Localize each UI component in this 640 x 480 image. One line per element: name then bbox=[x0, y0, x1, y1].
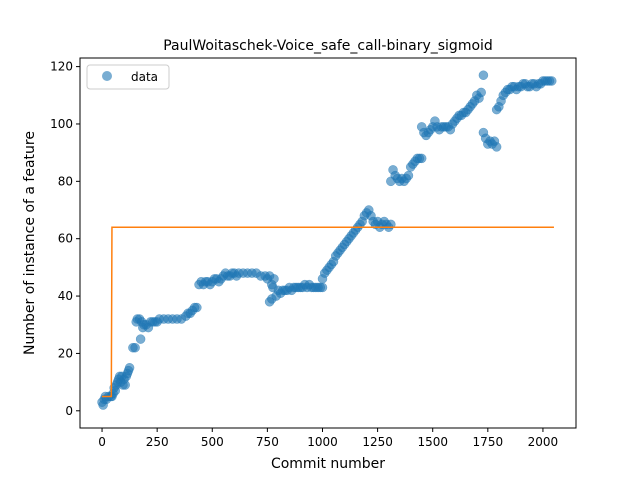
data-point bbox=[491, 142, 502, 152]
data-point bbox=[120, 380, 130, 390]
data-point bbox=[403, 170, 414, 181]
data-point bbox=[192, 302, 202, 313]
data-point bbox=[478, 70, 489, 80]
chart-title: PaulWoitaschek-Voice_safe_call-binary_si… bbox=[163, 38, 493, 54]
data-point bbox=[317, 282, 328, 293]
data-point bbox=[135, 334, 146, 344]
y-tick-label: 20 bbox=[58, 346, 73, 360]
x-tick-label: 1750 bbox=[473, 435, 504, 449]
legend-marker-data bbox=[102, 71, 112, 81]
y-tick-label: 80 bbox=[58, 174, 73, 188]
legend: data bbox=[86, 64, 170, 90]
data-point bbox=[416, 153, 427, 164]
legend-label-data: data bbox=[131, 70, 158, 84]
x-axis: 0 250 500 750 1000 1250 1500 1750 2000 bbox=[98, 428, 558, 449]
x-tick-label: 250 bbox=[146, 435, 169, 449]
x-tick-label: 0 bbox=[98, 435, 106, 449]
x-tick-label: 2000 bbox=[528, 435, 559, 449]
data-point bbox=[476, 87, 486, 98]
x-tick-label: 1000 bbox=[307, 435, 338, 449]
axes-frame bbox=[79, 57, 577, 429]
series-layer bbox=[97, 70, 557, 410]
data-point bbox=[269, 274, 279, 284]
data-point bbox=[124, 363, 135, 373]
y-axis: 0 20 40 60 80 100 120 bbox=[50, 60, 80, 418]
y-axis-label: Number of instance of a feature bbox=[22, 131, 38, 355]
x-tick-label: 500 bbox=[201, 435, 224, 449]
x-tick-label: 1500 bbox=[417, 435, 448, 449]
x-tick-label: 1250 bbox=[362, 435, 393, 449]
x-axis-label: Commit number bbox=[271, 456, 385, 472]
data-point bbox=[547, 76, 557, 86]
x-tick-label: 750 bbox=[256, 435, 279, 449]
y-tick-label: 40 bbox=[58, 289, 73, 303]
y-tick-label: 120 bbox=[50, 60, 73, 74]
data-point bbox=[130, 342, 140, 353]
y-tick-label: 60 bbox=[58, 232, 73, 246]
fit-line bbox=[102, 226, 554, 398]
legend-box bbox=[86, 64, 170, 90]
y-tick-label: 0 bbox=[65, 404, 73, 418]
y-tick-label: 100 bbox=[50, 117, 73, 131]
plot-area: 0 250 500 750 1000 1250 1500 1750 2000 0 20 40 60 80… bbox=[50, 57, 577, 449]
